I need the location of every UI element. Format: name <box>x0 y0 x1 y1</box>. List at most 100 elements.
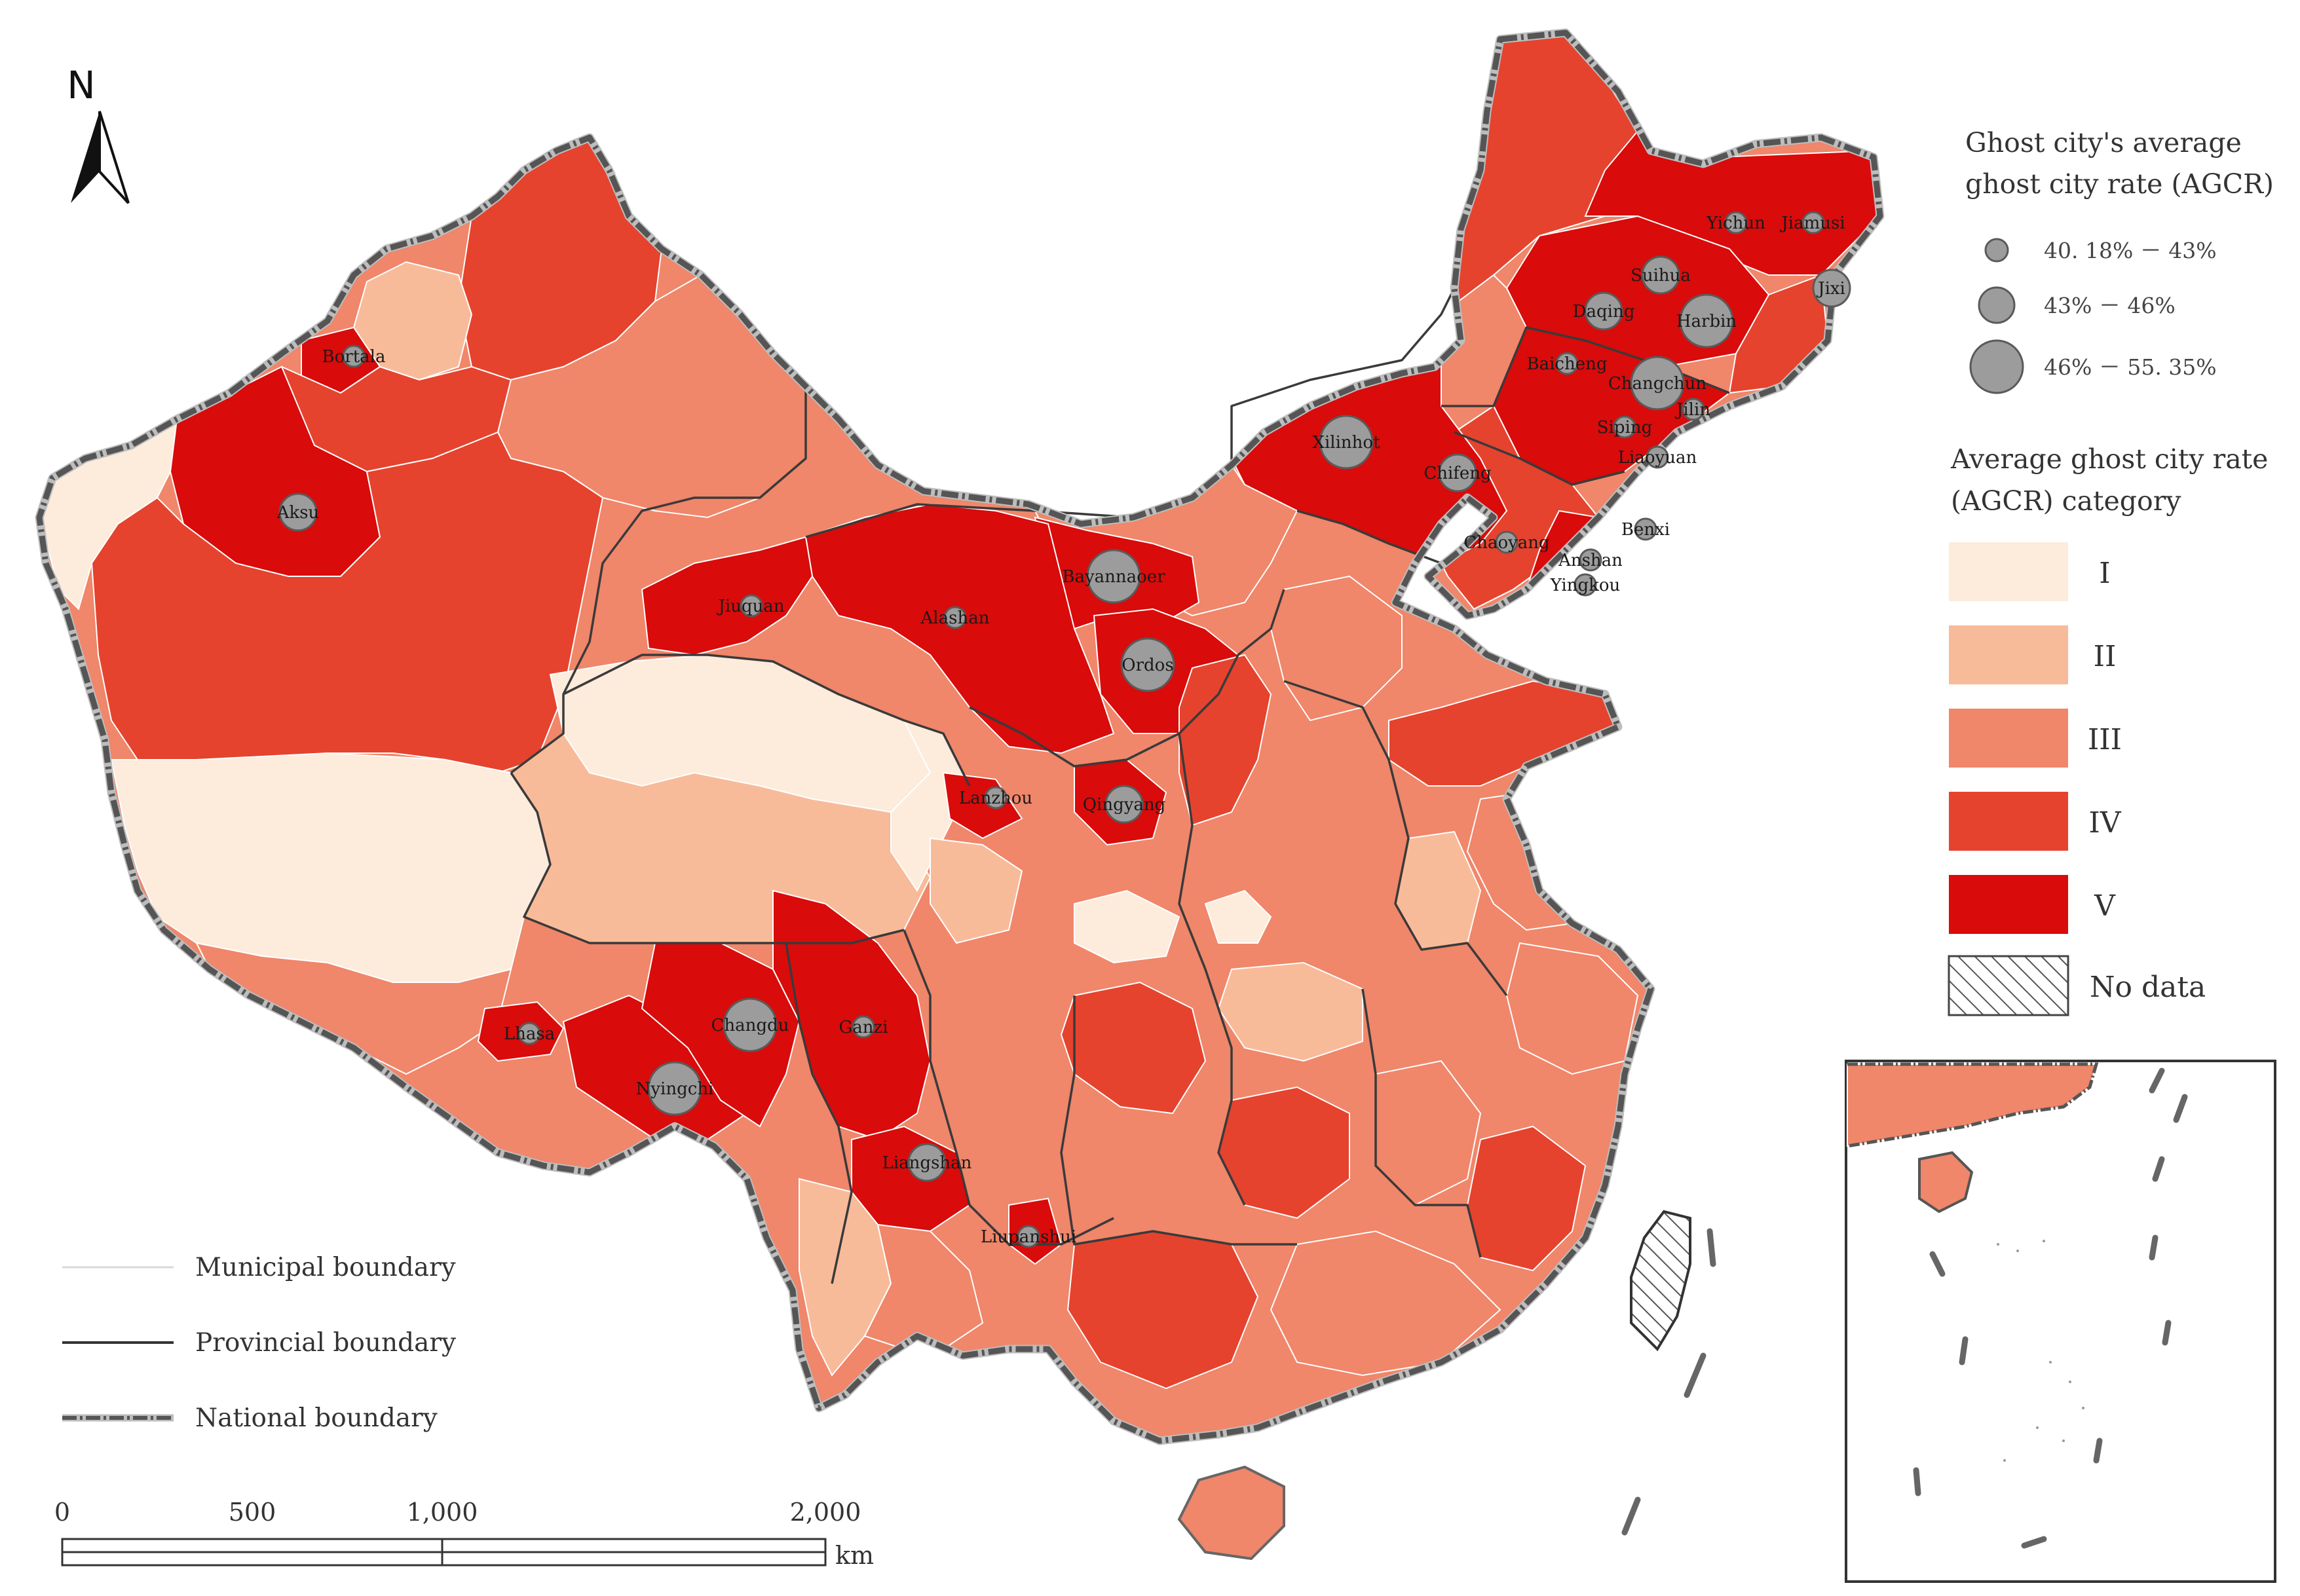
city-marker-liaoyuan <box>1646 445 1669 469</box>
city-label-suihua: Suihua <box>1631 266 1691 286</box>
provincial-line <box>903 929 1114 1246</box>
city-marker-xilinhot <box>1319 415 1374 470</box>
region-hubei <box>1217 961 1363 1062</box>
city-label-bortala: Bortala <box>322 347 386 367</box>
city-label-chaoyang: Chaoyang <box>1463 533 1549 553</box>
inset-dash <box>2093 1438 2103 1464</box>
city-label-yichun: Yichun <box>1706 213 1765 233</box>
city-marker-bortala <box>342 344 366 368</box>
north-arrow: N <box>67 63 130 204</box>
legend-swatch-3 <box>1949 709 2068 768</box>
region-shanxi <box>1178 654 1272 826</box>
provincial-line <box>785 942 853 1284</box>
city-label-yingkou: Yingkou <box>1550 576 1621 595</box>
city-marker-harbin <box>1679 293 1734 348</box>
inset-island <box>2003 1459 2006 1462</box>
scale-bar: 0 500 1,000 2,000 km <box>54 1498 874 1570</box>
inset-dash <box>1959 1336 1969 1365</box>
provincial-line <box>1060 995 1297 1246</box>
city-label-jiuquan: Jiuquan <box>716 597 784 616</box>
city-marker-chaoyang <box>1495 530 1518 554</box>
municipal-boundary-label: Municipal boundary <box>195 1253 456 1282</box>
city-label-ordos: Ordos <box>1122 656 1173 675</box>
size-legend-symbol-medium <box>1978 286 2016 324</box>
scale-unit: km <box>835 1541 874 1570</box>
provincial-boundary-label: Provincial boundary <box>195 1328 456 1358</box>
size-legend-label-large: 46% － 55. 35% <box>2044 354 2217 380</box>
city-marker-bayannaoer <box>1086 549 1141 604</box>
inset-dash <box>1913 1467 1921 1496</box>
national-boundary <box>36 29 1883 1444</box>
size-legend: Ghost city's average ghost city rate (AG… <box>1965 127 2274 394</box>
scale-tick-0: 0 <box>54 1498 70 1527</box>
region-tibet-changdu <box>641 942 801 1128</box>
inset-map <box>1845 1060 2276 1583</box>
city-label-nyingchi: Nyingchi <box>636 1079 714 1099</box>
city-label-anshan: Anshan <box>1558 551 1623 570</box>
city-label-lhasa: Lhasa <box>504 1024 555 1044</box>
provincial-line <box>1178 733 1246 1206</box>
provincial-boundaries <box>510 288 1730 1284</box>
inset-dash <box>2173 1094 2188 1123</box>
city-marker-yichun <box>1724 211 1748 234</box>
taiwan-no-data <box>1630 1210 1691 1352</box>
city-marker-baicheng <box>1555 352 1579 375</box>
legend-label-no-data: No data <box>2090 971 2206 1004</box>
city-marker-jixi <box>1812 269 1851 308</box>
inset-island <box>2049 1361 2052 1364</box>
city-marker-daqing <box>1584 291 1623 331</box>
city-label-liangshan: Liangshan <box>882 1153 972 1173</box>
city-label-liupanshui: Liupanshui <box>981 1227 1076 1247</box>
city-marker-lhasa <box>518 1022 541 1045</box>
city-label-lanzhou: Lanzhou <box>959 789 1032 808</box>
region-henan <box>1204 889 1272 944</box>
region-gansu-jiuquan <box>641 536 814 656</box>
city-marker-lanzhou <box>984 786 1008 809</box>
legend-label-4: IV <box>2088 806 2121 840</box>
region-heilongjiang-east <box>1584 130 1880 276</box>
city-label-daqing: Daqing <box>1573 302 1635 322</box>
city-marker-nyingchi <box>647 1061 702 1116</box>
provincial-line <box>510 386 807 774</box>
city-label-baicheng: Baicheng <box>1526 354 1607 374</box>
legend-swatch-4 <box>1949 792 2068 851</box>
inset-island <box>2036 1426 2039 1429</box>
inset-dashes <box>1913 1067 2188 1549</box>
scale-tick-500: 500 <box>229 1498 276 1527</box>
scale-tick-1000: 1,000 <box>407 1498 478 1527</box>
north-arrow-left <box>71 111 100 203</box>
size-legend-label-medium: 43% － 46% <box>2044 293 2176 318</box>
inset-island <box>2016 1250 2019 1252</box>
category-legend: Average ghost city rate (AGCR) category … <box>1948 443 2268 1016</box>
hainan-island <box>1177 1465 1285 1561</box>
region-chongqing <box>1060 981 1207 1115</box>
provincial-line <box>1283 680 1508 997</box>
inset-dash <box>2149 1067 2165 1094</box>
region-tibet-north <box>110 752 552 983</box>
city-marker-changdu <box>723 997 778 1052</box>
national-boundary-label: National boundary <box>195 1403 438 1433</box>
inset-coastline <box>1847 1062 2099 1148</box>
region-shaanxi-south <box>1074 889 1180 964</box>
legend-label-2: II <box>2094 640 2117 673</box>
city-marker-jiamusi <box>1801 211 1825 234</box>
line-legend: Municipal boundary Provincial boundary N… <box>62 1253 456 1433</box>
city-label-jixi: Jixi <box>1816 279 1845 299</box>
inset-island <box>2062 1439 2065 1442</box>
city-label-liaoyuan: Liaoyuan <box>1618 448 1697 468</box>
city-marker-chifeng <box>1438 453 1477 492</box>
legend-label-3: III <box>2088 723 2122 756</box>
inset-island <box>2082 1407 2084 1409</box>
legend-label-1: I <box>2099 557 2110 590</box>
city-marker-ganzi <box>852 1015 875 1039</box>
sea-dash <box>1706 1228 1716 1267</box>
provincial-line <box>1361 988 1482 1258</box>
provincial-line <box>563 654 971 787</box>
city-label-bayannaoer: Bayannaoer <box>1062 567 1165 587</box>
inset-dash <box>2152 1156 2165 1182</box>
city-marker-anshan <box>1579 548 1602 572</box>
city-label-aksu: Aksu <box>276 503 320 523</box>
city-label-ganzi: Ganzi <box>839 1018 888 1037</box>
provincial-line <box>1296 510 1442 565</box>
